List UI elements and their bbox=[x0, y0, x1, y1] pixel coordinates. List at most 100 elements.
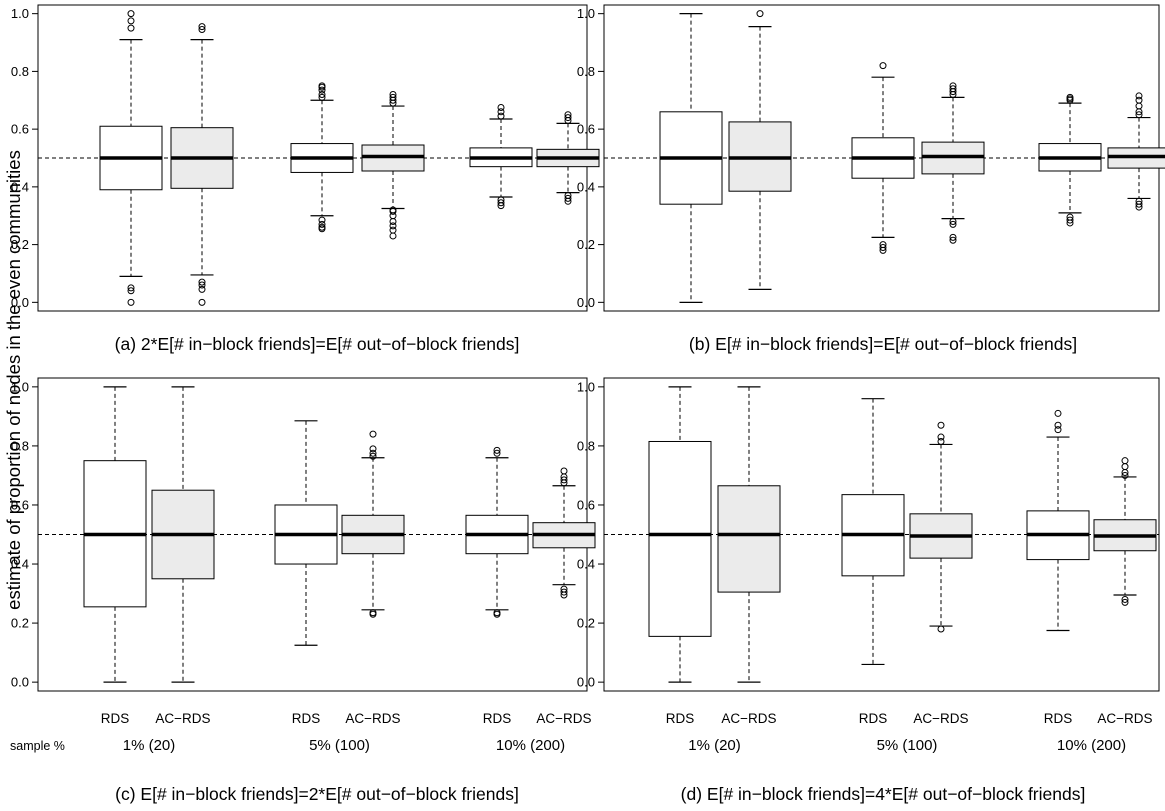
sample-size-label: 10% (200) bbox=[1057, 737, 1126, 754]
outlier-point bbox=[879, 62, 887, 70]
outlier-point bbox=[1135, 200, 1143, 208]
y-tick-label: 0.6 bbox=[577, 122, 595, 137]
outlier-point bbox=[1135, 197, 1143, 205]
panel-d: (d) E[# in−block friends]=4*E[# out−of−b… bbox=[577, 377, 1160, 804]
y-tick-label: 1.0 bbox=[11, 6, 29, 21]
sample-size-label: 5% (100) bbox=[309, 737, 370, 754]
y-tick-label: 0.8 bbox=[577, 64, 595, 79]
y-tick-label: 0.8 bbox=[11, 438, 29, 453]
y-tick-label: 0.0 bbox=[577, 675, 595, 690]
y-tick-label: 0.8 bbox=[577, 438, 595, 453]
outlier-point bbox=[497, 199, 505, 207]
method-label: AC−RDS bbox=[536, 711, 591, 726]
outlier-point bbox=[560, 585, 568, 593]
y-tick-label: 0.0 bbox=[11, 675, 29, 690]
y-tick-label: 0.8 bbox=[11, 64, 29, 79]
outlier-point bbox=[949, 220, 957, 228]
sample-size-label: 10% (200) bbox=[496, 737, 565, 754]
outlier-point bbox=[318, 220, 326, 228]
outlier-point bbox=[127, 17, 135, 25]
y-tick-label: 0.4 bbox=[577, 179, 595, 194]
outlier-point bbox=[1066, 93, 1074, 101]
panel-a: (a) 2*E[# in−block friends]=E[# out−of−b… bbox=[11, 4, 600, 354]
outlier-point bbox=[127, 10, 135, 18]
outlier-point bbox=[949, 236, 957, 244]
outlier-point bbox=[389, 222, 397, 230]
outlier-point bbox=[318, 90, 326, 98]
outlier-point bbox=[198, 278, 206, 286]
outlier-point bbox=[949, 85, 957, 93]
outlier-point bbox=[564, 114, 572, 122]
y-tick-label: 0.2 bbox=[11, 616, 29, 631]
sample-size-label: 1% (20) bbox=[688, 737, 741, 754]
y-tick-label: 1.0 bbox=[577, 6, 595, 21]
outlier-point bbox=[937, 437, 945, 445]
outlier-point bbox=[564, 192, 572, 200]
outlier-point bbox=[318, 93, 326, 101]
method-label: RDS bbox=[666, 711, 695, 726]
outlier-point bbox=[369, 445, 377, 453]
panel-b: (b) E[# in−block friends]=E[# out−of−blo… bbox=[577, 4, 1165, 354]
outlier-point bbox=[318, 223, 326, 231]
outlier-point bbox=[198, 26, 206, 34]
outlier-point bbox=[127, 298, 135, 306]
method-label: RDS bbox=[292, 711, 321, 726]
outlier-point bbox=[369, 430, 377, 438]
panel-caption: (c) E[# in−block friends]=2*E[# out−of−b… bbox=[115, 784, 519, 804]
y-tick-label: 0.2 bbox=[577, 237, 595, 252]
outlier-point bbox=[369, 609, 377, 617]
outlier-point bbox=[1121, 595, 1129, 603]
panel-caption: (a) 2*E[# in−block friends]=E[# out−of−b… bbox=[115, 334, 520, 354]
method-label: RDS bbox=[859, 711, 888, 726]
box-rds bbox=[648, 440, 712, 637]
outlier-point bbox=[1054, 409, 1062, 417]
outlier-point bbox=[127, 24, 135, 32]
outlier-point bbox=[497, 103, 505, 111]
outlier-point bbox=[949, 233, 957, 241]
outlier-point bbox=[318, 82, 326, 90]
outlier-point bbox=[369, 452, 377, 460]
outlier-point bbox=[564, 111, 572, 119]
outlier-point bbox=[1054, 426, 1062, 434]
method-label: AC−RDS bbox=[913, 711, 968, 726]
method-label: RDS bbox=[483, 711, 512, 726]
outlier-point bbox=[949, 82, 957, 90]
y-tick-label: 0.2 bbox=[11, 237, 29, 252]
outlier-point bbox=[1121, 463, 1129, 471]
outlier-point bbox=[389, 90, 397, 98]
outlier-point bbox=[198, 281, 206, 289]
sample-percent-label: sample % bbox=[10, 739, 65, 753]
method-label: RDS bbox=[101, 711, 130, 726]
outlier-point bbox=[1121, 471, 1129, 479]
outlier-point bbox=[493, 446, 501, 454]
outlier-point bbox=[560, 467, 568, 475]
y-tick-label: 0.6 bbox=[11, 497, 29, 512]
outlier-point bbox=[318, 86, 326, 94]
outlier-point bbox=[949, 218, 957, 226]
outlier-point bbox=[1066, 213, 1074, 221]
y-tick-label: 0.4 bbox=[11, 179, 29, 194]
panel-c: sample % (c) E[# in−block friends]=2*E[#… bbox=[10, 377, 596, 804]
outlier-point bbox=[1135, 102, 1143, 110]
method-label: AC−RDS bbox=[345, 711, 400, 726]
panel-caption: (d) E[# in−block friends]=4*E[# out−of−b… bbox=[681, 784, 1086, 804]
outlier-point bbox=[389, 218, 397, 226]
y-tick-label: 0.6 bbox=[577, 497, 595, 512]
outlier-point bbox=[1135, 96, 1143, 104]
outlier-point bbox=[497, 196, 505, 204]
y-tick-label: 0.6 bbox=[11, 122, 29, 137]
y-tick-label: 1.0 bbox=[577, 379, 595, 394]
outlier-point bbox=[1066, 216, 1074, 224]
outlier-point bbox=[497, 108, 505, 116]
outlier-point bbox=[879, 243, 887, 251]
panel-caption: (b) E[# in−block friends]=E[# out−of−blo… bbox=[689, 334, 1077, 354]
sample-size-label: 5% (100) bbox=[877, 737, 938, 754]
outlier-point bbox=[127, 287, 135, 295]
outlier-point bbox=[1054, 421, 1062, 429]
y-tick-label: 0.4 bbox=[577, 557, 595, 572]
outlier-point bbox=[369, 449, 377, 457]
outlier-point bbox=[1121, 457, 1129, 465]
outlier-point bbox=[1135, 92, 1143, 100]
method-label: AC−RDS bbox=[721, 711, 776, 726]
method-label: AC−RDS bbox=[1097, 711, 1152, 726]
